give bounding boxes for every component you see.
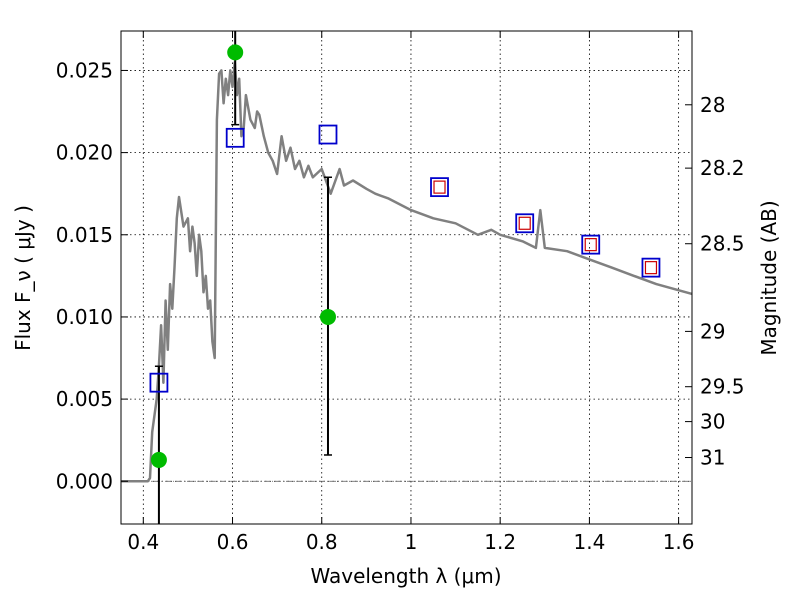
magnitude-tick-label: 28.5 [700,232,745,256]
x-tick-label: 1.2 [484,530,516,554]
x-tick-label: 1 [405,530,418,554]
x-tick-label: 0.4 [127,530,159,554]
magnitude-tick-label: 29 [700,319,725,343]
magnitude-tick-label: 29.5 [700,375,745,399]
observed-point [319,308,336,325]
model-band-square [641,257,661,278]
x-tick-label: 1.4 [573,530,605,554]
model-band-markers [149,124,661,393]
observed-points [150,44,336,468]
model-band-inner-square [518,216,531,230]
y-tick-label: 0.005 [56,387,113,411]
y-tick-label: 0.015 [56,223,113,247]
model-band-square [318,124,338,145]
magnitude-tick-label: 28 [700,93,725,117]
model-band-square [430,177,449,198]
error-bars [154,31,332,524]
model-band-inner-square [433,180,446,194]
model-band-square [225,127,245,148]
right-axis-label: Magnitude (AB) [757,200,781,355]
magnitude-tick-label: 30 [700,410,725,434]
x-tick-label: 0.8 [306,530,338,554]
model-band-square [581,234,601,255]
y-axis-ticks: 0.000 0.005 0.010 0.015 0.020 0.025 [56,58,128,493]
x-tick-label: 0.6 [217,530,249,554]
observed-point [227,44,244,61]
model-spectrum-line [121,60,693,483]
plot-frame [120,30,693,525]
y-tick-label: 0.020 [56,141,113,165]
observed-point [150,451,167,468]
magnitude-tick-label: 31 [700,446,725,470]
model-band-square [515,213,535,234]
model-band-inner-square [644,261,658,275]
magnitude-axis-ticks: 28 28.2 28.5 29 29.5 30 31 [685,93,745,470]
y-tick-label: 0.000 [56,469,113,493]
magnitude-tick-label: 28.2 [700,156,745,180]
x-axis-label: Wavelength λ (μm) [310,564,501,588]
y-axis-label: Flux F_ν ( μJy ) [11,205,35,351]
x-axis-ticks: 0.4 0.6 0.8 1 1.2 1.4 1.6 [127,31,695,554]
model-band-square [149,372,169,393]
x-tick-label: 1.6 [663,530,695,554]
y-tick-label: 0.025 [56,58,113,82]
y-tick-label: 0.010 [56,305,113,329]
model-band-inner-square [584,238,597,252]
